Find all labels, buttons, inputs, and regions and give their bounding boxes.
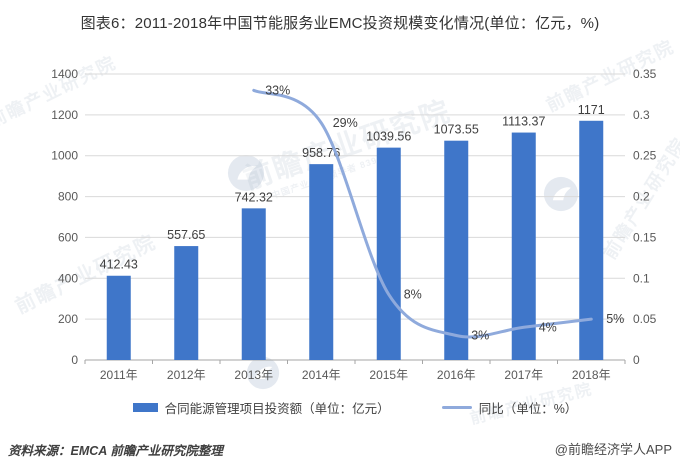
legend-label-investment: 合同能源管理项目投资额（单位：亿元） xyxy=(164,401,390,416)
footer: 资料来源：EMCA 前瞻产业研究院整理 @前瞻经济学人APP xyxy=(0,434,680,464)
x-axis-category-label: 2011年 xyxy=(100,368,138,382)
bar xyxy=(376,147,401,360)
x-axis-category-label: 2013年 xyxy=(234,368,273,382)
bar xyxy=(579,120,604,360)
bar xyxy=(511,132,536,360)
bar-value-label: 1113.37 xyxy=(502,115,545,129)
right-axis-tick-label: 0.05 xyxy=(633,312,657,326)
bar-value-label: 557.65 xyxy=(167,228,205,242)
right-axis-tick-label: 0 xyxy=(633,353,640,367)
bar-value-label: 412.43 xyxy=(100,258,138,272)
line-value-label: 5% xyxy=(606,312,624,326)
bar-value-label: 1039.56 xyxy=(366,130,411,144)
right-axis-tick-label: 0.35 xyxy=(633,67,657,81)
left-axis-tick-label: 400 xyxy=(58,271,78,285)
bar-value-label: 742.32 xyxy=(235,190,273,204)
bar xyxy=(241,208,266,360)
right-axis-tick-label: 0.15 xyxy=(633,230,657,244)
bar-value-label: 958.76 xyxy=(302,146,340,160)
line-series-swatch xyxy=(441,405,472,409)
right-axis-tick-label: 0.25 xyxy=(633,149,657,163)
chart-plot: 0 200 400 600 800 1000 1200 1400 0 0.05 0.1 0.15 0.2… xyxy=(51,67,657,382)
bar xyxy=(444,140,469,360)
legend: 合同能源管理项目投资额（单位：亿元） 同比（单位：%） xyxy=(30,396,680,418)
legend-item-investment[interactable]: 合同能源管理项目投资额（单位：亿元） xyxy=(132,398,390,417)
bar xyxy=(174,246,199,360)
right-axis-tick-label: 0.1 xyxy=(633,271,650,285)
bar-value-label: 1171 xyxy=(578,103,605,117)
bar-series-swatch xyxy=(132,402,158,412)
left-axis-tick-label: 0 xyxy=(71,353,78,367)
source-note: 资料来源：EMCA 前瞻产业研究院整理 xyxy=(8,444,223,458)
legend-item-yoy[interactable]: 同比（单位：%） xyxy=(441,398,578,417)
x-axis-category-label: 2014年 xyxy=(302,368,341,382)
bar-value-label: 1073.55 xyxy=(434,123,479,137)
line-value-label: 8% xyxy=(404,288,422,302)
line-value-label: 29% xyxy=(333,116,358,130)
x-axis-category-label: 2012年 xyxy=(167,368,206,382)
x-axis-category-label: 2017年 xyxy=(504,368,543,382)
yoy-line xyxy=(252,88,593,339)
left-axis-tick-label: 1200 xyxy=(51,108,78,122)
left-axis-tick-label: 600 xyxy=(58,230,78,244)
right-axis-tick-label: 0.3 xyxy=(633,108,650,122)
chart-title: 图表6：2011-2018年中国节能服务业EMC投资规模变化情况(单位：亿元，%… xyxy=(80,15,600,32)
bar xyxy=(309,164,334,360)
right-axis-tick-label: 0.2 xyxy=(633,190,650,204)
left-axis-tick-label: 1000 xyxy=(51,149,78,163)
x-axis-category-label: 2018年 xyxy=(572,368,611,382)
bar xyxy=(106,275,131,360)
left-axis-tick-label: 200 xyxy=(58,312,78,326)
legend-label-yoy: 同比（单位：%） xyxy=(478,401,578,416)
left-axis-tick-label: 800 xyxy=(58,190,78,204)
x-axis-category-label: 2016年 xyxy=(437,368,476,382)
line-value-label: 3% xyxy=(471,328,489,342)
left-axis-tick-label: 1400 xyxy=(51,67,78,81)
line-value-label: 33% xyxy=(265,83,290,97)
line-value-label: 4% xyxy=(539,320,557,334)
x-axis-category-label: 2015年 xyxy=(369,368,408,382)
credit-note: @前瞻经济学人APP xyxy=(554,442,672,457)
